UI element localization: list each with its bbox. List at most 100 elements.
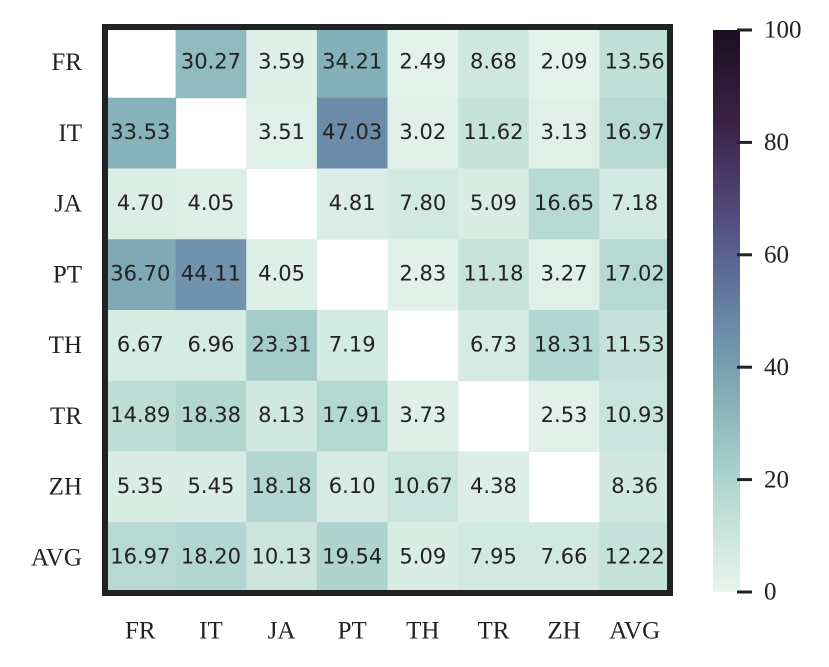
heatmap-cell [458,310,530,382]
cell-label: 8.13 [258,403,305,427]
cell-label: 30.27 [181,49,241,73]
heatmap-cell [528,522,600,594]
heatmap-cell [105,380,177,452]
colorbar-tick-label: 0 [764,579,777,606]
x-tick-label: PT [338,618,367,645]
heatmap-cell [246,97,318,169]
cell-label: 6.67 [117,332,164,356]
cell-label: 5.35 [117,474,164,498]
heatmap-cell [599,522,671,594]
heatmap-border [102,24,673,596]
heatmap-cell [105,310,177,382]
colorbar-tick-label: 20 [764,466,789,493]
cell-label: 17.91 [322,403,382,427]
cell-label: 44.11 [181,262,241,286]
heatmap-cell [316,97,388,169]
heatmap-cell [105,451,177,523]
x-tick-label: IT [199,618,223,645]
y-tick-label: FR [51,49,82,76]
cell-label: 2.49 [399,49,446,73]
cell-label: 7.19 [329,332,376,356]
cell-label: 8.68 [470,49,517,73]
cell-label: 7.18 [611,191,658,215]
heatmap-cell [316,310,388,382]
cell-label: 6.10 [329,474,376,498]
cell-label: 19.54 [322,545,382,569]
cell-label: 14.89 [110,403,170,427]
heatmap-cell [387,380,459,452]
heatmap-cell [599,310,671,382]
heatmap-cell [316,522,388,594]
heatmap-cell [458,168,530,240]
cell-label: 16.65 [534,191,594,215]
heatmap-cell [175,310,247,382]
cell-label: 10.13 [252,545,312,569]
cell-label: 4.38 [470,474,517,498]
heatmap-cell [458,451,530,523]
heatmap-cell [458,239,530,311]
heatmap-cell [246,522,318,594]
heatmap-cell [599,97,671,169]
y-tick-label: TR [50,403,82,430]
heatmap-cell [528,97,600,169]
cell-label: 47.03 [322,120,382,144]
colorbar [713,30,740,592]
cell-label: 18.18 [252,474,312,498]
x-tick-label: AVG [609,618,660,645]
cell-label: 4.05 [188,191,235,215]
heatmap-cell [599,451,671,523]
colorbar-tick-label: 40 [764,354,789,381]
heatmap-cell [387,451,459,523]
y-tick-label: AVG [31,544,82,571]
heatmap-cell [387,239,459,311]
cell-label: 18.38 [181,403,241,427]
heatmap-cell [528,168,600,240]
y-tick-label: JA [54,191,82,218]
cell-label: 2.83 [399,262,446,286]
cell-label: 11.53 [605,332,665,356]
y-tick-label: IT [58,120,82,147]
heatmap-cell [175,522,247,594]
cell-label: 7.95 [470,545,517,569]
x-tick-label: ZH [547,618,580,645]
heatmap-cell [387,97,459,169]
heatmap-cell [528,239,600,311]
heatmap-cell [175,380,247,452]
cell-label: 33.53 [110,120,170,144]
heatmap-cell [105,522,177,594]
x-tick-label: TR [477,618,509,645]
cell-label: 17.02 [605,262,665,286]
cell-label: 2.53 [541,403,588,427]
x-tick-label: FR [125,618,156,645]
heatmap-cell [316,27,388,99]
heatmap-cell [175,27,247,99]
cell-label: 36.70 [110,262,170,286]
heatmap-cell [528,27,600,99]
heatmap-cell [387,27,459,99]
cell-label: 12.22 [605,545,665,569]
heatmap-cell [246,27,318,99]
heatmap-cell [175,168,247,240]
cell-label: 3.51 [258,120,305,144]
heatmap-cell [246,310,318,382]
cell-label: 18.31 [534,332,594,356]
cell-label: 7.66 [541,545,588,569]
cell-label: 4.05 [258,262,305,286]
cell-label: 5.09 [470,191,517,215]
heatmap-cell [175,239,247,311]
heatmap-cell [105,168,177,240]
y-tick-label: TH [49,332,82,359]
heatmap-cell [105,97,177,169]
cell-label: 5.45 [188,474,235,498]
cell-label: 16.97 [605,120,665,144]
heatmap-cell [316,451,388,523]
y-tick-label: ZH [49,474,82,501]
x-tick-label: TH [406,618,439,645]
cell-label: 4.81 [329,191,376,215]
cell-label: 10.67 [393,474,453,498]
colorbar-tick-label: 60 [764,242,789,269]
heatmap-cell [528,310,600,382]
cell-label: 16.97 [110,545,170,569]
heatmap-cell [458,27,530,99]
heatmap-cell [387,168,459,240]
